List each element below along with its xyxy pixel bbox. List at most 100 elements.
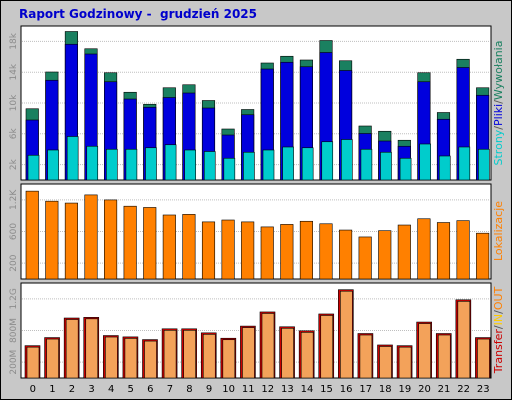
x-tick-label: 5	[128, 384, 134, 395]
top-legend-entry: Strony	[492, 129, 505, 165]
lokalizacje-bar	[339, 229, 353, 280]
lokalizacje-bar	[417, 218, 431, 280]
x-tick-label: 18	[379, 384, 392, 395]
strony-bar	[419, 143, 431, 181]
x-tick-label: 4	[108, 384, 114, 395]
strony-bar	[321, 141, 334, 181]
transfer-inner-bar	[261, 313, 275, 379]
strony-bar	[125, 148, 138, 181]
transfer-inner-bar	[202, 334, 216, 379]
lokalizacje-bar	[260, 226, 274, 280]
x-tick-label: 6	[147, 384, 153, 395]
x-tick-label: 2	[69, 384, 75, 395]
strony-bar	[106, 148, 118, 181]
top-legend-entry: Wywołania	[492, 41, 505, 101]
top-panel-ytick-label: 14k	[9, 63, 19, 80]
transfer-inner-bar	[85, 318, 99, 379]
x-tick-label: 10	[222, 384, 235, 395]
strony-bar	[66, 136, 79, 181]
lokalizacje-bar	[456, 220, 470, 280]
bottom-legend-entry: Transfer	[492, 329, 505, 375]
lokalizacje-bar	[123, 205, 137, 280]
strony-bar	[223, 157, 236, 181]
transfer-inner-bar	[437, 334, 451, 379]
strony-bar	[360, 148, 373, 181]
top-panel-ytick-label: 2k	[9, 158, 19, 170]
top-panel-ytick-label: 10k	[9, 94, 19, 111]
x-tick-label: 14	[301, 384, 314, 395]
lokalizacje-bar	[182, 214, 196, 280]
transfer-inner-bar	[398, 346, 412, 379]
x-tick-label: 0	[30, 384, 36, 395]
strony-bar	[458, 146, 471, 181]
strony-bar	[262, 149, 275, 181]
x-tick-label: 3	[88, 384, 94, 395]
chart-title: Raport Godzinowy - grudzień 2025	[19, 7, 257, 21]
lokalizacje-bar	[162, 214, 176, 280]
x-tick-label: 16	[340, 384, 353, 395]
lokalizacje-bar	[397, 224, 411, 280]
x-tick-label: 21	[438, 384, 451, 395]
bottom-panel-ytick-label: 1.2G	[9, 288, 19, 309]
strony-bar	[301, 147, 314, 181]
transfer-inner-bar	[222, 339, 236, 379]
x-tick-label: 15	[320, 384, 333, 395]
transfer-inner-bar	[65, 319, 79, 379]
transfer-inner-bar	[300, 332, 314, 379]
lokalizacje-bar	[436, 222, 451, 280]
lokalizacje-bar	[378, 230, 392, 280]
lokalizacje-bar	[201, 221, 216, 280]
middle-panel-ytick-label: 200	[9, 254, 19, 271]
x-tick-label: 20	[418, 384, 431, 395]
transfer-inner-bar	[457, 301, 471, 379]
strony-bar	[282, 146, 294, 181]
x-tick-label: 7	[167, 384, 173, 395]
strony-bar	[380, 151, 392, 181]
lokalizacje-bar	[241, 221, 255, 280]
transfer-inner-bar	[183, 329, 196, 379]
x-tick-label: 22	[457, 384, 470, 395]
x-tick-label: 1	[49, 384, 55, 395]
x-tick-label: 17	[359, 384, 372, 395]
lokalizacje-bar	[319, 223, 333, 280]
x-tick-label: 23	[477, 384, 490, 395]
lokalizacje-bar	[64, 202, 78, 280]
transfer-inner-bar	[320, 315, 334, 379]
transfer-inner-bar	[26, 346, 40, 379]
strony-bar	[47, 149, 59, 181]
transfer-inner-bar	[242, 327, 255, 379]
middle-panel-ytick-label: 600	[9, 223, 19, 240]
strony-bar	[27, 154, 40, 181]
transfer-inner-bar	[124, 338, 138, 379]
transfer-inner-bar	[105, 336, 118, 379]
strony-bar	[164, 144, 177, 181]
top-legend-entry: Pliki	[492, 104, 505, 126]
middle-panel-ytick-label: 1.2K	[9, 189, 19, 210]
transfer-inner-bar	[477, 338, 490, 379]
middle-legend-entry: Lokalizacje	[492, 201, 505, 261]
strony-bar	[243, 151, 255, 181]
lokalizacje-bar	[299, 220, 313, 280]
bottom-legend-entry: IN	[492, 314, 505, 325]
lokalizacje-bar	[84, 194, 98, 280]
strony-bar	[399, 157, 412, 181]
x-tick-label: 13	[281, 384, 294, 395]
strony-bar	[86, 145, 99, 181]
transfer-inner-bar	[359, 334, 373, 379]
lokalizacje-bar	[280, 224, 294, 280]
bottom-legend-entry: OUT	[492, 286, 505, 310]
x-tick-label: 11	[242, 384, 255, 395]
strony-bar	[438, 155, 451, 181]
lokalizacje-bar	[358, 236, 372, 280]
strony-bar	[184, 149, 196, 181]
strony-bar	[478, 148, 490, 181]
bottom-legend: Transfer/IN/OUT	[492, 286, 505, 374]
transfer-inner-bar	[144, 340, 157, 379]
transfer-inner-bar	[163, 329, 177, 379]
transfer-inner-bar	[418, 323, 431, 379]
bottom-panel-ytick-label: 800M	[9, 318, 19, 343]
lokalizacje-bar	[104, 199, 118, 280]
lokalizacje-bar	[143, 207, 157, 280]
transfer-inner-bar	[340, 290, 353, 379]
